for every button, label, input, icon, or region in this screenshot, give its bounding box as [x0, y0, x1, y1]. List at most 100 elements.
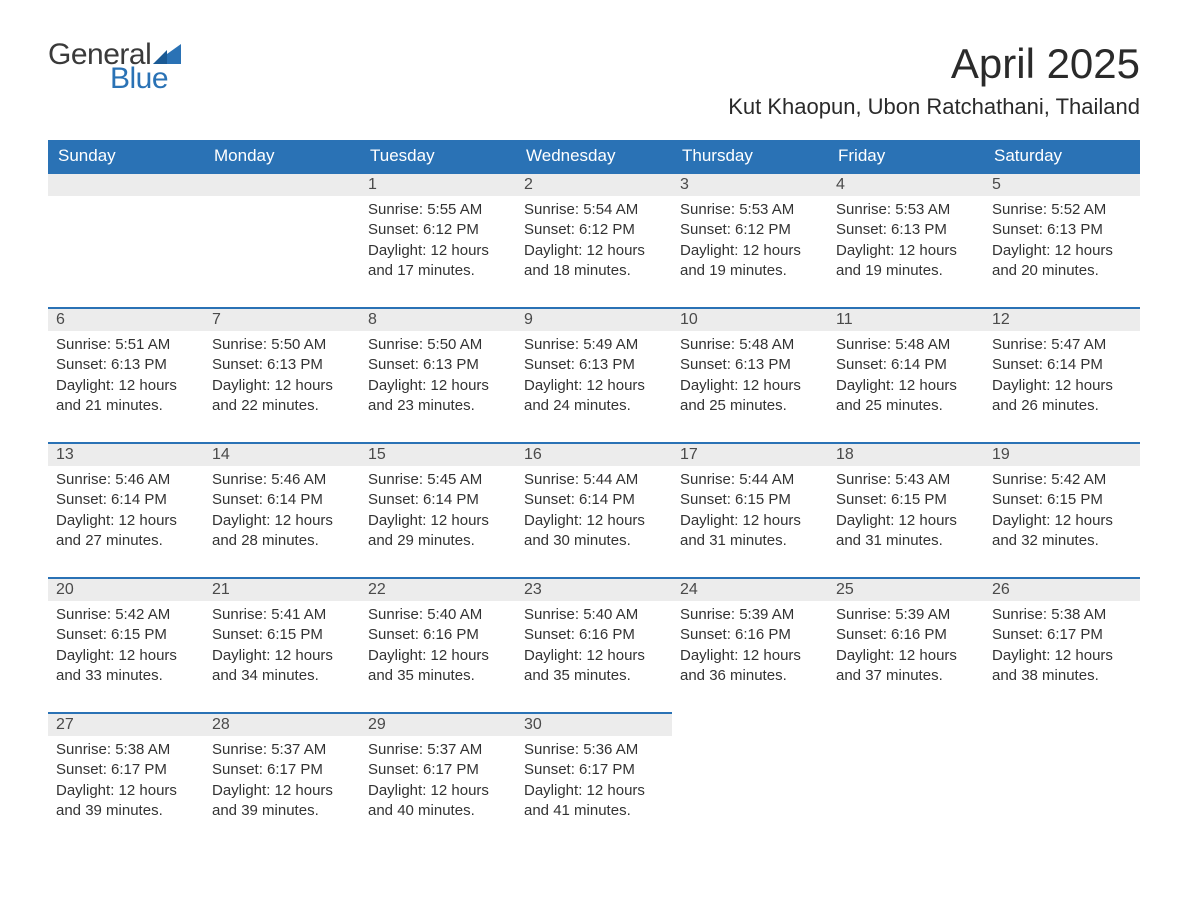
week-2-bodies: Sunrise: 5:46 AMSunset: 6:14 PMDaylight:…	[48, 466, 1140, 578]
day-body-cell: Sunrise: 5:42 AMSunset: 6:15 PMDaylight:…	[984, 466, 1140, 578]
sunrise-line: Sunrise: 5:50 AM	[212, 335, 352, 355]
daylight-line: Daylight: 12 hours and 20 minutes.	[992, 241, 1132, 282]
logo-flag-icon	[153, 44, 181, 64]
day-number-cell: 17	[672, 443, 828, 466]
day-number-cell: 7	[204, 308, 360, 331]
day-header-tuesday: Tuesday	[360, 140, 516, 173]
sunrise-line: Sunrise: 5:40 AM	[368, 605, 508, 625]
daylight-line: Daylight: 12 hours and 37 minutes.	[836, 646, 976, 687]
sunset-line: Sunset: 6:15 PM	[680, 490, 820, 510]
day-header-sunday: Sunday	[48, 140, 204, 173]
daylight-line: Daylight: 12 hours and 29 minutes.	[368, 511, 508, 552]
day-body-cell: Sunrise: 5:51 AMSunset: 6:13 PMDaylight:…	[48, 331, 204, 443]
daylight-line: Daylight: 12 hours and 41 minutes.	[524, 781, 664, 822]
day-body-cell: Sunrise: 5:44 AMSunset: 6:14 PMDaylight:…	[516, 466, 672, 578]
sunset-line: Sunset: 6:17 PM	[368, 760, 508, 780]
calendar-body: 12345Sunrise: 5:55 AMSunset: 6:12 PMDayl…	[48, 173, 1140, 847]
daylight-line: Daylight: 12 hours and 24 minutes.	[524, 376, 664, 417]
day-header-wednesday: Wednesday	[516, 140, 672, 173]
sunrise-line: Sunrise: 5:37 AM	[212, 740, 352, 760]
sunrise-line: Sunrise: 5:42 AM	[992, 470, 1132, 490]
day-body-cell	[204, 196, 360, 308]
day-body-cell: Sunrise: 5:52 AMSunset: 6:13 PMDaylight:…	[984, 196, 1140, 308]
sunset-line: Sunset: 6:15 PM	[212, 625, 352, 645]
logo: General Blue	[48, 40, 181, 94]
sunset-line: Sunset: 6:13 PM	[680, 355, 820, 375]
day-number-cell: 30	[516, 713, 672, 736]
daylight-line: Daylight: 12 hours and 19 minutes.	[680, 241, 820, 282]
daylight-line: Daylight: 12 hours and 28 minutes.	[212, 511, 352, 552]
sunrise-line: Sunrise: 5:46 AM	[212, 470, 352, 490]
day-number-cell: 20	[48, 578, 204, 601]
sunrise-line: Sunrise: 5:43 AM	[836, 470, 976, 490]
sunset-line: Sunset: 6:12 PM	[524, 220, 664, 240]
day-number-cell: 24	[672, 578, 828, 601]
sunset-line: Sunset: 6:14 PM	[524, 490, 664, 510]
day-number-cell: 11	[828, 308, 984, 331]
day-number-cell: 22	[360, 578, 516, 601]
daylight-line: Daylight: 12 hours and 31 minutes.	[680, 511, 820, 552]
day-number-cell: 10	[672, 308, 828, 331]
daylight-line: Daylight: 12 hours and 22 minutes.	[212, 376, 352, 417]
day-body-cell: Sunrise: 5:43 AMSunset: 6:15 PMDaylight:…	[828, 466, 984, 578]
day-number-cell	[48, 173, 204, 196]
day-body-cell: Sunrise: 5:39 AMSunset: 6:16 PMDaylight:…	[828, 601, 984, 713]
day-number-cell: 6	[48, 308, 204, 331]
day-body-cell: Sunrise: 5:38 AMSunset: 6:17 PMDaylight:…	[984, 601, 1140, 713]
day-body-cell: Sunrise: 5:36 AMSunset: 6:17 PMDaylight:…	[516, 736, 672, 847]
daylight-line: Daylight: 12 hours and 31 minutes.	[836, 511, 976, 552]
day-number-cell: 28	[204, 713, 360, 736]
day-body-cell: Sunrise: 5:55 AMSunset: 6:12 PMDaylight:…	[360, 196, 516, 308]
week-3-daynums: 20212223242526	[48, 578, 1140, 601]
day-number-cell: 18	[828, 443, 984, 466]
daylight-line: Daylight: 12 hours and 38 minutes.	[992, 646, 1132, 687]
sunset-line: Sunset: 6:13 PM	[368, 355, 508, 375]
day-body-cell: Sunrise: 5:47 AMSunset: 6:14 PMDaylight:…	[984, 331, 1140, 443]
daylight-line: Daylight: 12 hours and 35 minutes.	[368, 646, 508, 687]
sunrise-line: Sunrise: 5:41 AM	[212, 605, 352, 625]
sunset-line: Sunset: 6:15 PM	[56, 625, 196, 645]
sunset-line: Sunset: 6:16 PM	[836, 625, 976, 645]
sunrise-line: Sunrise: 5:51 AM	[56, 335, 196, 355]
week-1-daynums: 6789101112	[48, 308, 1140, 331]
daylight-line: Daylight: 12 hours and 25 minutes.	[836, 376, 976, 417]
daylight-line: Daylight: 12 hours and 39 minutes.	[56, 781, 196, 822]
sunrise-line: Sunrise: 5:46 AM	[56, 470, 196, 490]
day-number-cell: 1	[360, 173, 516, 196]
sunrise-line: Sunrise: 5:50 AM	[368, 335, 508, 355]
sunset-line: Sunset: 6:13 PM	[212, 355, 352, 375]
sunset-line: Sunset: 6:16 PM	[680, 625, 820, 645]
day-body-cell	[672, 736, 828, 847]
day-body-cell: Sunrise: 5:48 AMSunset: 6:13 PMDaylight:…	[672, 331, 828, 443]
daylight-line: Daylight: 12 hours and 17 minutes.	[368, 241, 508, 282]
day-header-monday: Monday	[204, 140, 360, 173]
sunset-line: Sunset: 6:17 PM	[212, 760, 352, 780]
location-subtitle: Kut Khaopun, Ubon Ratchathani, Thailand	[728, 94, 1140, 120]
sunset-line: Sunset: 6:17 PM	[524, 760, 664, 780]
day-number-cell: 15	[360, 443, 516, 466]
day-number-cell: 16	[516, 443, 672, 466]
day-body-cell	[48, 196, 204, 308]
day-number-cell	[984, 713, 1140, 736]
sunrise-line: Sunrise: 5:55 AM	[368, 200, 508, 220]
sunrise-line: Sunrise: 5:49 AM	[524, 335, 664, 355]
day-body-cell: Sunrise: 5:53 AMSunset: 6:13 PMDaylight:…	[828, 196, 984, 308]
day-header-friday: Friday	[828, 140, 984, 173]
day-body-cell: Sunrise: 5:46 AMSunset: 6:14 PMDaylight:…	[204, 466, 360, 578]
daylight-line: Daylight: 12 hours and 30 minutes.	[524, 511, 664, 552]
day-body-cell: Sunrise: 5:38 AMSunset: 6:17 PMDaylight:…	[48, 736, 204, 847]
daylight-line: Daylight: 12 hours and 19 minutes.	[836, 241, 976, 282]
daylight-line: Daylight: 12 hours and 33 minutes.	[56, 646, 196, 687]
sunrise-line: Sunrise: 5:38 AM	[56, 740, 196, 760]
sunset-line: Sunset: 6:17 PM	[56, 760, 196, 780]
sunset-line: Sunset: 6:14 PM	[212, 490, 352, 510]
day-number-cell: 9	[516, 308, 672, 331]
sunrise-line: Sunrise: 5:44 AM	[680, 470, 820, 490]
daylight-line: Daylight: 12 hours and 36 minutes.	[680, 646, 820, 687]
sunrise-line: Sunrise: 5:47 AM	[992, 335, 1132, 355]
day-body-cell: Sunrise: 5:50 AMSunset: 6:13 PMDaylight:…	[204, 331, 360, 443]
sunset-line: Sunset: 6:15 PM	[836, 490, 976, 510]
daylight-line: Daylight: 12 hours and 23 minutes.	[368, 376, 508, 417]
day-body-cell	[828, 736, 984, 847]
day-body-cell: Sunrise: 5:41 AMSunset: 6:15 PMDaylight:…	[204, 601, 360, 713]
